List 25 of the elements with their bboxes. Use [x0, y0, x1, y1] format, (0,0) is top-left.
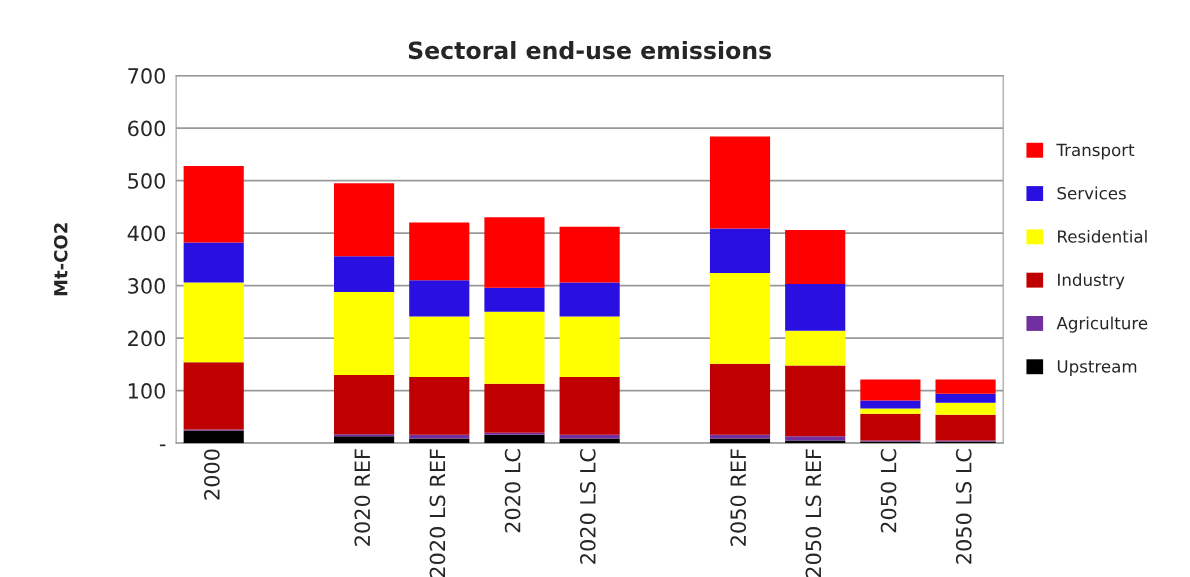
x-tick-label: 2000	[204, 449, 220, 500]
y-tick-label: 700	[128, 68, 166, 84]
y-tick-label: 500	[128, 173, 166, 189]
legend-label: Residential	[1058, 229, 1147, 243]
y-tick-label: 200	[128, 330, 166, 347]
legend-label: Upstream	[1057, 360, 1137, 376]
chart-title: Sectoral end-use emissions	[408, 40, 772, 60]
legend-label: Agriculture	[1056, 316, 1148, 333]
y-tick-label: 300	[128, 278, 166, 294]
x-tick-label: 2050 REF	[730, 449, 747, 546]
x-tick-label: 2020 LS REF	[429, 449, 446, 577]
legend-label: Industry	[1058, 273, 1125, 290]
y-tick-label: -	[159, 444, 166, 447]
x-tick-label: 2020 LC	[504, 449, 521, 533]
x-tick-label: 2020 LS LC	[579, 449, 596, 564]
x-tick-label: 2050 LS LC	[955, 449, 972, 564]
x-tick-label: 2050 LC	[880, 449, 897, 533]
x-tick-label: 2050 LS REF	[805, 449, 822, 577]
legend-label: Services	[1057, 186, 1126, 200]
x-tick-label: 2020 REF	[354, 449, 371, 546]
y-axis-title: Mt-CO2	[53, 223, 68, 296]
y-tick-label: 100	[128, 383, 166, 399]
y-tick-label: 400	[127, 225, 166, 242]
y-tick-label: 600	[128, 120, 166, 137]
legend-label: Transport	[1056, 143, 1135, 160]
